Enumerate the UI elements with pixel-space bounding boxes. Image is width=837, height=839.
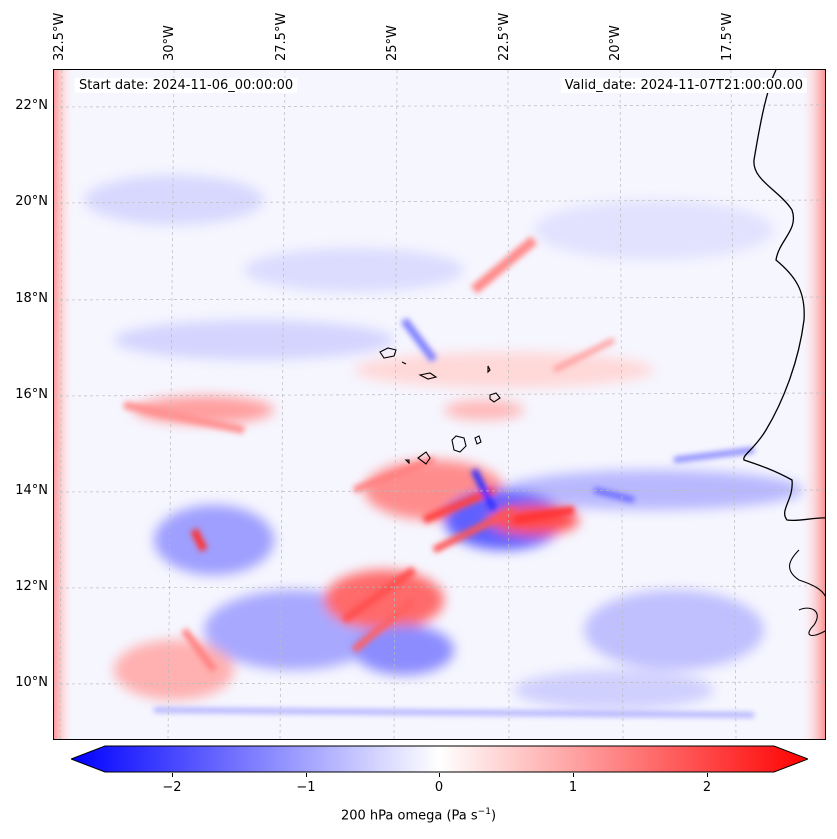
colorbar-tick-label: 1: [568, 780, 578, 795]
cape-verde-islands: [379, 347, 501, 465]
map-panel: Start date: 2024-11-06_00:00:00 Valid_da…: [53, 69, 826, 740]
colorbar-label-suffix: ): [490, 808, 497, 824]
lat-label-14n: 14°N: [15, 483, 48, 498]
lat-label-18n: 18°N: [15, 291, 48, 306]
colorbar-tickmark: [306, 773, 307, 777]
lon-label-25w: 25°W: [385, 25, 400, 61]
colorbar-tick-label: 0: [434, 780, 444, 795]
colorbar-tick-label: −1: [296, 780, 316, 795]
colorbar-label-prefix: 200 hPa omega (Pa s: [340, 808, 478, 824]
lon-label-17-5w: 17.5°W: [720, 12, 735, 61]
lat-label-16n: 16°N: [15, 387, 48, 402]
lon-label-30w: 30°W: [162, 25, 177, 61]
omega-field-map: [54, 70, 825, 739]
colorbar-tickmark: [573, 773, 574, 777]
start-date-text: Start date: 2024-11-06_00:00:00: [75, 78, 298, 93]
right-edge-band: [799, 70, 825, 739]
africa-coastline: [743, 70, 825, 522]
omega-streaks: [123, 236, 755, 718]
lat-label-12n: 12°N: [15, 579, 48, 594]
guinea-coastline: [789, 549, 825, 636]
valid-date-text: Valid_date: 2024-11-07T21:00:00.00: [560, 78, 807, 93]
colorbar-tickmark: [172, 773, 173, 777]
lat-label-22n: 22°N: [15, 98, 48, 113]
colorbar-tickmark: [439, 773, 440, 777]
lat-label-20n: 20°N: [15, 194, 48, 209]
graticule: [54, 70, 825, 739]
lon-label-27-5w: 27.5°W: [274, 12, 289, 61]
left-edge-band: [54, 70, 76, 739]
lon-label-20w: 20°W: [608, 25, 623, 61]
lon-label-32-5w: 32.5°W: [52, 12, 67, 61]
colorbar-tickmark: [707, 773, 708, 777]
colorbar-label-exponent: −1: [477, 807, 491, 817]
colorbar: [69, 745, 810, 773]
colorbar-label: 200 hPa omega (Pa s−1): [0, 807, 837, 823]
colorbar-tick-label: 2: [702, 780, 712, 795]
lat-label-10n: 10°N: [15, 675, 48, 690]
colorbar-gradient: [69, 745, 810, 773]
lon-label-22-5w: 22.5°W: [497, 12, 512, 61]
colorbar-tick-label: −2: [162, 780, 182, 795]
